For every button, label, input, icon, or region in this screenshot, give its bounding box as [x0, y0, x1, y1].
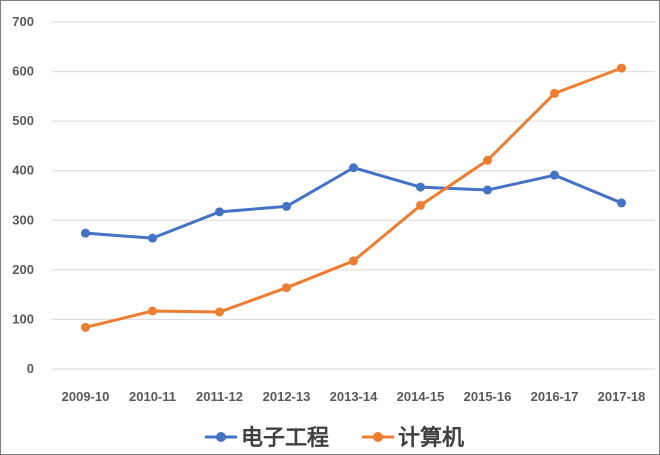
series-lines: [81, 63, 626, 332]
x-tick-label: 2009-10: [62, 389, 110, 404]
legend-label: 电子工程: [241, 426, 329, 451]
legend-label: 计算机: [398, 425, 464, 451]
x-tick-label: 2012-13: [263, 389, 311, 404]
x-tick-label: 2010-11: [129, 389, 176, 404]
series-2: [81, 63, 626, 332]
x-tick-label: 2016-17: [531, 389, 579, 404]
x-tick-label: 2013-14: [330, 389, 378, 404]
data-point: [81, 228, 90, 238]
data-point: [416, 200, 425, 210]
data-point: [550, 88, 559, 98]
data-point: [215, 207, 224, 217]
data-point: [148, 306, 157, 316]
series-line: [84, 66, 623, 329]
data-point: [282, 201, 291, 211]
legend: 电子工程 计算机: [205, 425, 464, 451]
y-tick-label: 0: [27, 361, 34, 376]
data-point: [349, 256, 358, 266]
y-tick-label: 200: [12, 262, 34, 277]
y-tick-label: 500: [12, 113, 34, 128]
series-1: [81, 163, 626, 243]
data-point: [81, 322, 90, 332]
y-tick-label: 100: [12, 311, 34, 326]
x-tick-label: 2014-15: [397, 389, 445, 404]
data-point: [215, 307, 224, 317]
x-tick-label: 2015-16: [464, 389, 512, 404]
x-axis-ticks: 2009-10 2010-11 2011-12 2012-13 2013-14 2014-…: [62, 389, 646, 404]
data-point: [617, 63, 626, 73]
series-line: [84, 166, 623, 240]
x-tick-label: 2017-18: [598, 389, 646, 404]
legend-marker: [373, 432, 383, 442]
y-axis-ticks: 0 100 200 300 400 500 600 700: [12, 14, 34, 376]
data-point: [483, 155, 492, 165]
y-tick-label: 400: [12, 163, 34, 178]
data-point: [282, 283, 291, 293]
data-point: [617, 198, 626, 208]
data-point: [349, 163, 358, 173]
data-point: [483, 185, 492, 195]
y-tick-label: 600: [12, 64, 34, 79]
y-tick-label: 700: [12, 14, 34, 29]
data-point: [148, 233, 157, 243]
x-tick-label: 2011-12: [196, 389, 243, 404]
gridlines: [52, 21, 655, 370]
legend-marker: [216, 432, 226, 442]
data-point: [550, 170, 559, 180]
y-tick-label: 300: [12, 212, 34, 227]
data-point: [416, 182, 425, 192]
